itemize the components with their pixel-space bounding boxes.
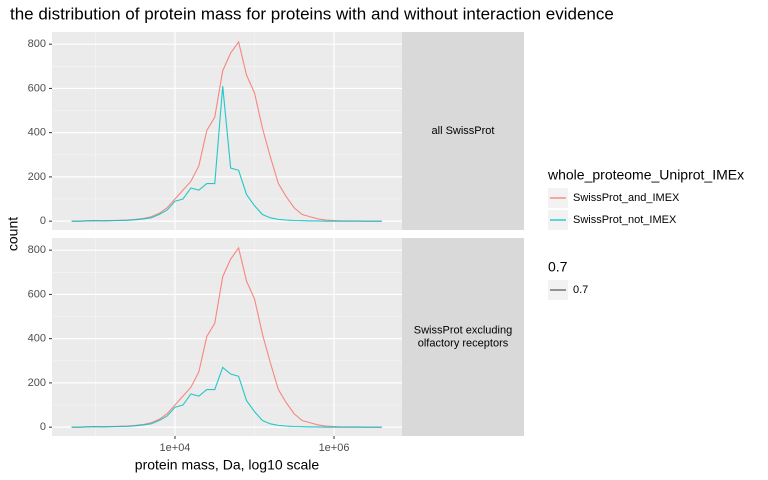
series-line: [71, 86, 382, 222]
facet-label-line: olfactory receptors: [418, 337, 509, 349]
facet-label-line: SwissProt excluding: [414, 324, 512, 336]
x-tick-label: 1e+06: [319, 442, 350, 454]
y-tick-label: 200: [28, 171, 46, 183]
y-axis-label: count: [5, 217, 21, 251]
facet-label: SwissProt excluding olfactory receptors: [414, 324, 512, 349]
y-tick-label: 200: [28, 377, 46, 389]
y-tick-label: 800: [28, 244, 46, 256]
x-tick-label: 1e+04: [160, 442, 191, 454]
y-tick-label: 600: [28, 82, 46, 94]
chart-title: the distribution of protein mass for pro…: [10, 4, 614, 23]
y-tick-label: 0: [40, 215, 46, 227]
legend-label: SwissProt_not_IMEX: [573, 214, 677, 226]
y-tick-label: 600: [28, 288, 46, 300]
panel-background: [52, 238, 402, 436]
facet-strip: [402, 238, 524, 436]
size-legend-title: 0.7: [548, 259, 568, 275]
y-tick-label: 800: [28, 38, 46, 50]
y-tick-label: 0: [40, 421, 46, 433]
legend-title: whole_proteome_Uniprot_IMEx: [547, 167, 744, 183]
y-tick-label: 400: [28, 127, 46, 139]
facet-strip: [402, 32, 524, 230]
legend-label: SwissProt_and_IMEX: [573, 192, 680, 204]
legend-label: 0.7: [573, 284, 588, 296]
facet-label: all SwissProt: [432, 125, 495, 137]
y-tick-label: 400: [28, 333, 46, 345]
x-axis-label: protein mass, Da, log10 scale: [135, 457, 320, 473]
facet-label-line: all SwissProt: [432, 125, 495, 137]
series-line: [71, 366, 382, 428]
